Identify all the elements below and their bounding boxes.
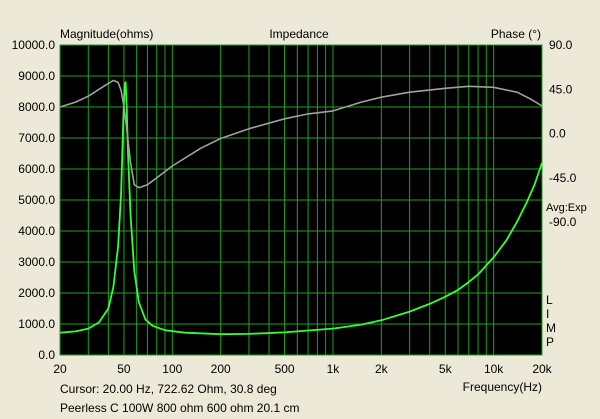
x-tick-label-7: 5k	[439, 362, 453, 376]
x-tick-label-0: 20	[53, 362, 67, 376]
y-tick-label-5: 5000.0	[18, 193, 55, 207]
phase-curve	[59, 79, 543, 189]
avg-mode-label: Avg:Exp	[546, 202, 587, 214]
y-tick-label-8: 8000.0	[18, 100, 55, 114]
y-tick-label-4: 4000.0	[18, 224, 55, 238]
y-tick-label-0: 0.0	[38, 348, 55, 362]
magnitude-curve	[59, 81, 543, 336]
y2-tick-label-4: -90.0	[549, 215, 577, 229]
limp-letter-l: L	[546, 293, 553, 307]
cursor-readout: Cursor: 20.00 Hz, 722.62 Ohm, 30.8 deg	[60, 382, 277, 396]
y2-tick-label-1: 45.0	[549, 82, 573, 96]
y2-tick-label-3: -45.0	[549, 171, 577, 185]
x-axis-label: Frequency(Hz)	[463, 380, 542, 394]
left-axis-label: Magnitude(ohms)	[60, 27, 153, 41]
y-tick-label-1: 1000.0	[18, 317, 55, 331]
y-tick-label-3: 3000.0	[18, 255, 55, 269]
y2-tick-label-2: 0.0	[549, 127, 566, 141]
right-axis-ticks: 90.0 45.0 0.0 -45.0 -90.0	[549, 38, 577, 229]
plot-frame	[59, 44, 543, 356]
x-tick-label-1: 50	[117, 362, 131, 376]
grid	[59, 44, 543, 356]
x-tick-label-6: 2k	[375, 362, 389, 376]
x-tick-label-5: 1k	[327, 362, 341, 376]
x-tick-label-2: 100	[162, 362, 182, 376]
x-tick-label-9: 20k	[532, 362, 552, 376]
chart-title: Impedance	[269, 27, 329, 41]
y2-tick-label-0: 90.0	[549, 38, 573, 52]
limp-letter-i: I	[546, 307, 549, 321]
y-tick-label-9: 9000.0	[18, 69, 55, 83]
x-tick-label-4: 500	[275, 362, 295, 376]
y-tick-label-7: 7000.0	[18, 131, 55, 145]
y-tick-label-6: 6000.0	[18, 162, 55, 176]
y-tick-label-10: 10000.0	[12, 38, 56, 52]
limp-letter-m: M	[546, 321, 556, 335]
y-tick-label-2: 2000.0	[18, 286, 55, 300]
left-axis-ticks: 0.0 1000.0 2000.0 3000.0 4000.0 5000.0 6000.0 7…	[12, 38, 56, 362]
right-axis-label: Phase (°)	[491, 27, 541, 41]
series-group	[59, 79, 543, 336]
measurement-description: Peerless C 100W 800 ohm 600 ohm 20.1 cm	[60, 401, 300, 415]
x-tick-label-8: 10k	[484, 362, 504, 376]
x-axis-ticks: 20 50 100 200 500 1k 2k 5k 10k 20k	[53, 362, 552, 376]
limp-letter-p: P	[546, 335, 554, 349]
x-tick-label-3: 200	[211, 362, 231, 376]
